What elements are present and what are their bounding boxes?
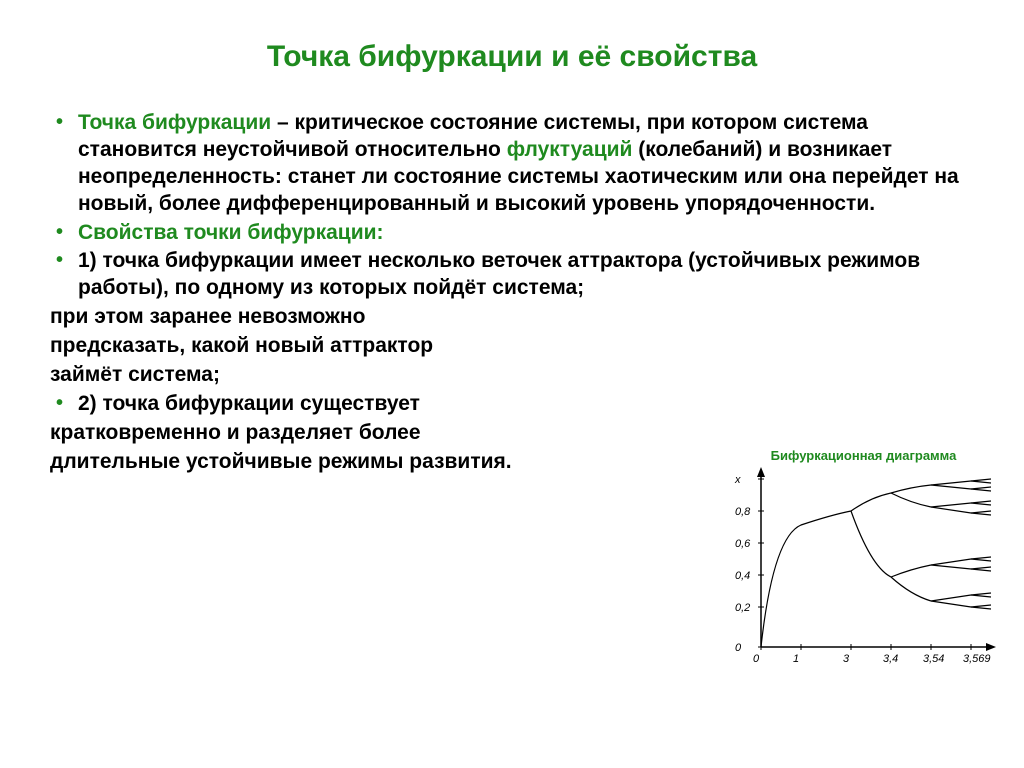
svg-text:0,6: 0,6	[735, 538, 751, 550]
slide-body: Точка бифуркации – критическое состояние…	[50, 110, 974, 475]
page-title: Точка бифуркации и её свойства	[50, 40, 974, 74]
bullet-list: Точка бифуркации – критическое состояние…	[50, 110, 974, 302]
svg-text:0,2: 0,2	[735, 602, 750, 614]
svg-text:3,4: 3,4	[883, 653, 898, 665]
term-properties: Свойства точки бифуркации:	[78, 221, 384, 244]
svg-text:1: 1	[793, 653, 799, 665]
line-p3: займёт система;	[50, 362, 974, 389]
svg-text:3,569: 3,569	[963, 653, 991, 665]
diagram-container: Бифуркационная диаграмма 00,20,40,60,8x0…	[731, 448, 996, 672]
bullet-list-2: 2) точка бифуркации существует	[50, 391, 974, 418]
bullet-2: Свойства точки бифуркации:	[50, 220, 974, 247]
svg-text:0,8: 0,8	[735, 506, 751, 518]
bifurcation-diagram: 0 0,2 0,4 0,6 0,8 x 0 1 3 3,4 3,54 3,569	[731, 467, 996, 667]
svg-text:x: x	[734, 474, 741, 486]
diagram-caption: Бифуркационная диаграмма	[731, 448, 996, 463]
bullet-3: 1) точка бифуркации имеет несколько вето…	[50, 248, 974, 302]
bullet-4: 2) точка бифуркации существует	[50, 391, 974, 418]
svg-text:3: 3	[843, 653, 850, 665]
line-p1: при этом заранее невозможно	[50, 304, 974, 331]
line-p4: кратковременно и разделяет более	[50, 420, 974, 447]
line-p2: предсказать, какой новый аттрактор	[50, 333, 974, 360]
term-fluctuation: флуктуаций	[507, 138, 633, 161]
svg-text:0: 0	[753, 653, 760, 665]
svg-text:0,4: 0,4	[735, 570, 750, 582]
term-bifurcation: Точка бифуркации	[78, 111, 271, 134]
bullet-1: Точка бифуркации – критическое состояние…	[50, 110, 974, 218]
svg-text:3,54: 3,54	[923, 653, 944, 665]
svg-text:0: 0	[735, 642, 742, 654]
